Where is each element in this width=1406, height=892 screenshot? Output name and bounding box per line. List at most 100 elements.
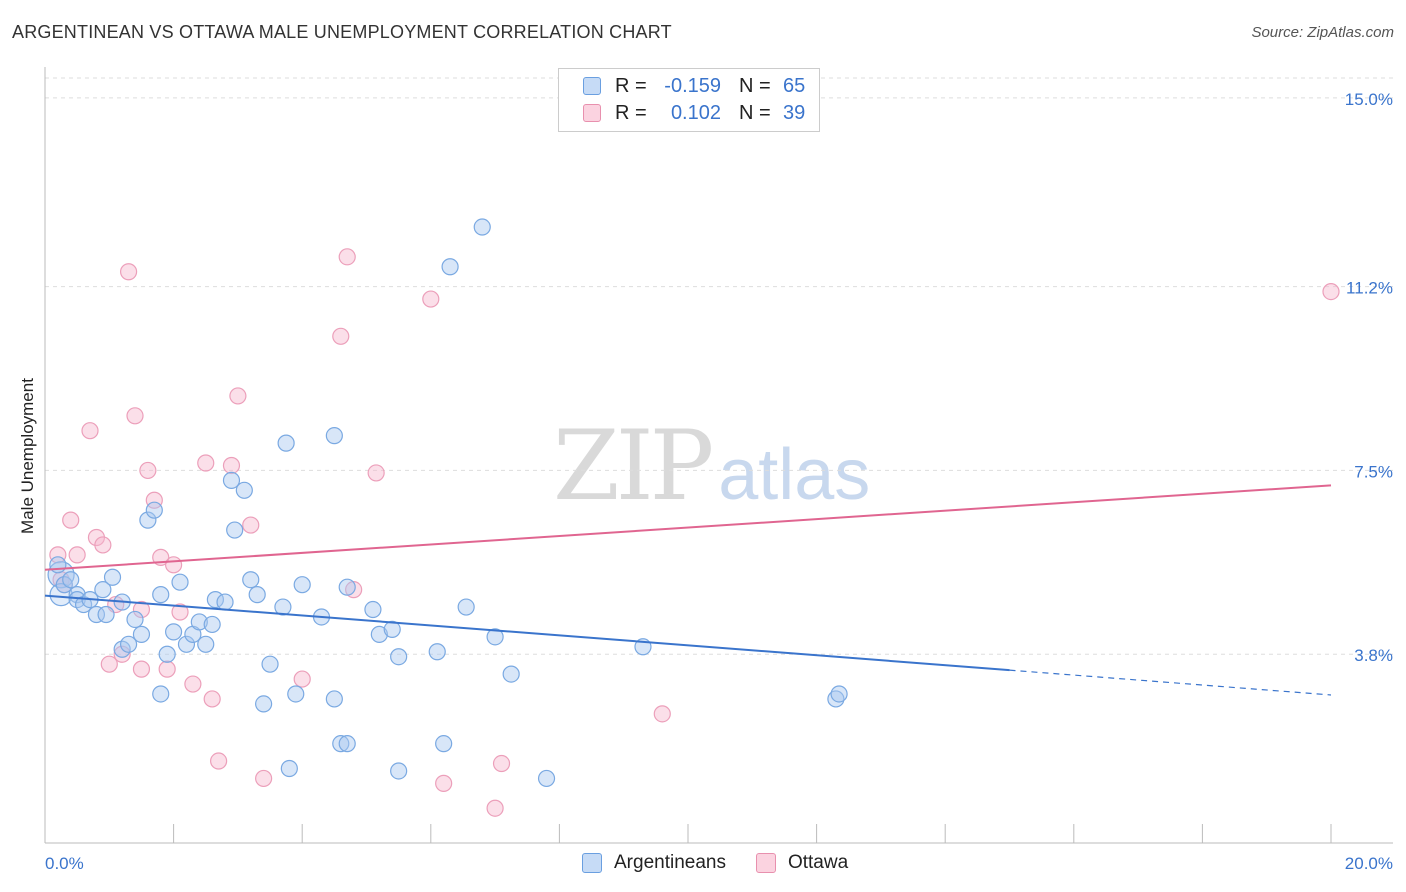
argentinean-trend-extension (1009, 669, 1332, 696)
argentinean-point (62, 571, 80, 589)
legend-item-ottawa[interactable]: Ottawa (755, 852, 849, 874)
argentinean-point-large (49, 583, 73, 607)
watermark-zip: ZIP (553, 410, 714, 522)
ottawa-point (119, 263, 138, 281)
y-axis-label: Male Unemployment (18, 378, 37, 534)
legend-r-label: R = (615, 74, 647, 97)
ottawa-point (229, 387, 247, 405)
legend-swatch-ottawa (583, 104, 601, 122)
argentinean-point (457, 598, 475, 616)
ottawa-point (222, 456, 241, 475)
argentinean-point (235, 481, 253, 499)
watermark-atlas: atlas (718, 435, 871, 515)
ottawa-point (197, 454, 215, 472)
argentinean-point (203, 615, 221, 634)
legend-r-label: R = (615, 101, 647, 124)
ottawa-point (422, 290, 440, 308)
ottawa-point (62, 511, 80, 529)
y-tick-label: 7.5% (1354, 462, 1393, 481)
argentinean-point (216, 593, 234, 611)
ottawa-point (1322, 283, 1340, 301)
argentinean-point (103, 568, 122, 586)
argentinean-point (435, 735, 453, 753)
ottawa-point (94, 536, 112, 554)
argentinean-point (332, 735, 350, 753)
argentinean-point (145, 501, 163, 519)
ottawa-point (132, 660, 151, 678)
correlation-legend: R = -0.159 N = 65 R = 0.102 N = 39 (558, 68, 820, 132)
argentinean-point (158, 645, 176, 663)
argentinean-point (287, 685, 305, 703)
tick-labels: 3.8% 7.5% 11.2% 15.0% 0.0% 20.0% (45, 90, 1393, 873)
argentinean-point (94, 581, 112, 599)
ottawa-point (255, 769, 273, 788)
argentinean-point (383, 620, 401, 638)
argentinean-point (222, 471, 241, 489)
argentinean-point (171, 573, 189, 591)
ottawa-point (184, 675, 202, 693)
argentinean-point (537, 769, 556, 788)
ottawa-point (113, 645, 131, 663)
ottawa-point (49, 546, 67, 564)
argentinean-trend-line (44, 594, 1010, 672)
axis-layer (44, 67, 1393, 844)
argentinean-points (47, 218, 848, 788)
legend-r-value: -0.159 (664, 74, 721, 97)
argentinean-point (325, 690, 343, 708)
y-tick-label: 15.0% (1345, 90, 1393, 109)
argentinean-point (277, 434, 295, 452)
legend-r-value: 0.102 (670, 101, 721, 124)
argentinean-point (274, 598, 292, 616)
watermark: ZIP atlas (553, 410, 870, 522)
argentinean-point (152, 685, 170, 703)
argentinean-point (338, 578, 356, 596)
legend-n-label: N = (739, 74, 771, 97)
ottawa-point (435, 774, 453, 792)
legend-row-argentineans: R = -0.159 N = 65 (583, 74, 805, 98)
ottawa-point (338, 248, 356, 266)
legend-n-label: N = (739, 101, 771, 124)
ottawa-point (158, 660, 176, 678)
ottawa-point (139, 461, 157, 480)
ottawa-point (203, 690, 221, 708)
argentinean-point (197, 635, 215, 653)
legend-label-argentineans: Argentineans (614, 852, 726, 873)
ottawa-point (293, 670, 311, 688)
argentinean-point (152, 586, 170, 604)
argentinean-point (280, 759, 298, 778)
legend-swatch-ottawa (755, 853, 776, 873)
legend-item-argentineans[interactable]: Argentineans (582, 852, 726, 874)
argentinean-point (165, 623, 183, 641)
argentinean-point (139, 511, 157, 529)
legend-swatch-argentineans (582, 853, 602, 873)
argentinean-point (132, 625, 151, 643)
argentinean-point (441, 258, 459, 276)
argentinean-point (255, 695, 273, 713)
argentinean-point (126, 610, 144, 629)
ottawa-point (171, 603, 189, 621)
argentinean-point (390, 762, 408, 780)
argentinean-point (87, 605, 106, 624)
argentinean-point (190, 613, 208, 631)
ottawa-point (145, 491, 163, 509)
ottawa-point (653, 705, 671, 723)
source-label: Source: ZipAtlas.com (1251, 24, 1394, 41)
y-tick-label: 3.8% (1354, 646, 1393, 665)
argentinean-point (502, 665, 520, 683)
argentinean-point (49, 556, 67, 574)
legend-row-ottawa: R = 0.102 N = 39 (583, 101, 805, 125)
ottawa-point (492, 754, 511, 773)
argentinean-point (261, 655, 279, 673)
ottawa-trend-line (44, 484, 1332, 571)
argentinean-point (119, 635, 138, 653)
legend-label-ottawa: Ottawa (787, 852, 849, 873)
ottawa-points (49, 248, 1340, 817)
ottawa-point (68, 546, 86, 564)
ottawa-point (486, 799, 504, 817)
ottawa-point (165, 556, 183, 574)
chart-title: ARGENTINEAN VS OTTAWA MALE UNEMPLOYMENT … (12, 22, 672, 42)
x-tick-label: 0.0% (45, 854, 84, 873)
ottawa-point (132, 600, 151, 619)
legend-n-value: 65 (783, 74, 806, 97)
